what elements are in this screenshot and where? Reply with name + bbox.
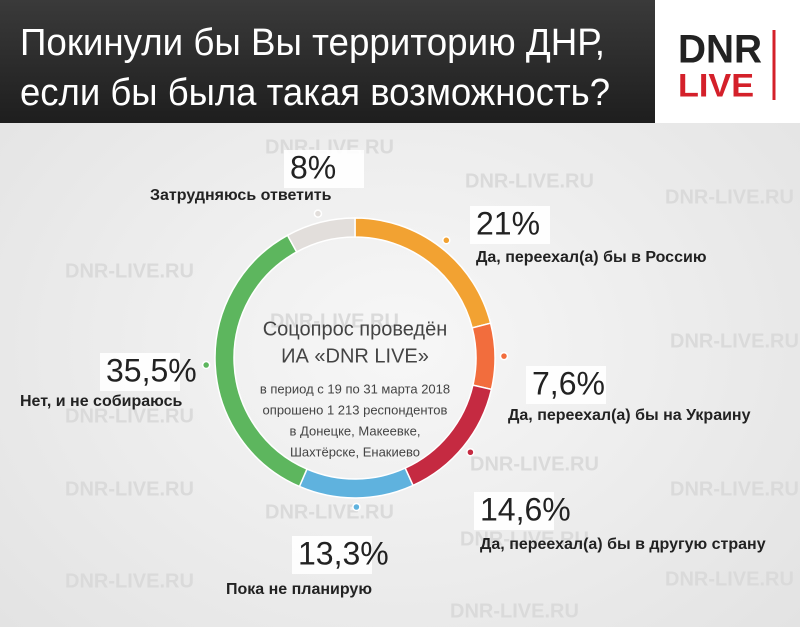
center-text: ИА «DNR LIVE»: [281, 345, 429, 367]
title-line: если бы была такая возможность?: [20, 72, 610, 114]
watermark: DNR-LIVE.RU: [65, 405, 194, 427]
watermark: DNR-LIVE.RU: [65, 260, 194, 282]
leader-dot: [201, 360, 211, 370]
value-label: 8%: [290, 149, 336, 185]
value-label: 35,5%: [106, 352, 197, 388]
category-label: Затрудняюсь ответить: [150, 187, 332, 204]
center-text: Шахтёрске, Енакиево: [290, 444, 420, 459]
label-box: [470, 206, 550, 244]
watermark: DNR-LIVE.RU: [665, 568, 794, 590]
title-line: Покинули бы Вы территорию ДНР,: [20, 22, 605, 64]
watermark: DNR-LIVE.RU: [665, 186, 794, 208]
watermark: DNR-LIVE.RU: [670, 478, 799, 500]
category-label: Да, переехал(а) бы в другую страну: [480, 536, 766, 553]
leader-dot: [499, 351, 509, 361]
logo-box: [655, 0, 800, 123]
center-text: Соцопрос проведён: [263, 318, 448, 340]
logo-bottom: LIVE: [678, 67, 754, 103]
category-label: Нет, и не собираюсь: [20, 393, 182, 410]
watermark: DNR-LIVE.RU: [450, 600, 579, 622]
watermark: DNR-LIVE.RU: [270, 310, 399, 332]
value-label: 14,6%: [480, 491, 571, 527]
watermark: DNR-LIVE.RU: [65, 478, 194, 500]
category-label: Пока не планирую: [226, 581, 372, 598]
value-label: 13,3%: [298, 535, 389, 571]
donut-chart: 21% Да, переехал(а) бы в Россию 7,6% Да, пе…: [20, 149, 766, 598]
label-box: [474, 492, 554, 530]
value-label: 21%: [476, 205, 540, 241]
leader-dot: [466, 448, 475, 457]
logo-top: DNR: [678, 28, 762, 72]
label-box: [100, 353, 180, 391]
leader-dot: [313, 209, 323, 218]
label-box: [292, 536, 372, 574]
leader-dot: [442, 236, 451, 245]
watermarks: DNR-LIVE.RU DNR-LIVE.RU DNR-LIVE.RU DNR-LIV…: [65, 136, 799, 622]
leader-dot: [352, 502, 361, 512]
center-text: в период с 19 по 31 марта 2018: [260, 381, 450, 396]
watermark: DNR-LIVE.RU: [265, 501, 394, 523]
label-box: [526, 366, 606, 404]
value-label: 7,6%: [532, 365, 605, 401]
center-text: опрошено 1 213 респондентов: [263, 402, 448, 417]
donut-segment: [471, 322, 496, 391]
watermark: DNR-LIVE.RU: [470, 453, 599, 475]
watermark: DNR-LIVE.RU: [670, 330, 799, 352]
label-box: [284, 150, 364, 188]
category-label: Да, переехал(а) бы в Россию: [476, 249, 707, 266]
category-label: Да, переехал(а) бы на Украину: [508, 407, 751, 424]
watermark: DNR-LIVE.RU: [460, 528, 589, 550]
watermark: DNR-LIVE.RU: [465, 170, 594, 192]
center-text: в Донецке, Макеевке,: [290, 423, 421, 438]
watermark: DNR-LIVE.RU: [65, 570, 194, 592]
donut-segment: [286, 217, 356, 253]
